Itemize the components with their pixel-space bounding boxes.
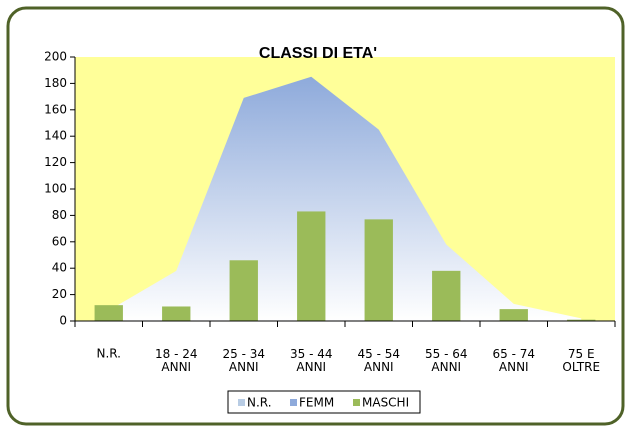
y-tick-label: 200 — [44, 50, 67, 64]
x-tick-label: 65 - 74 ANNI — [493, 347, 536, 374]
x-tick-label: 35 - 44 ANNI — [290, 347, 333, 374]
y-tick-label: 120 — [44, 155, 67, 169]
bar — [364, 219, 393, 321]
bar — [432, 270, 461, 321]
bar — [94, 305, 123, 321]
bar — [162, 306, 191, 321]
legend — [227, 390, 421, 414]
legend-swatch — [353, 399, 360, 406]
y-tick-label: 180 — [44, 76, 67, 90]
y-tick-label: 100 — [44, 182, 67, 196]
chart-title: CLASSI DI ETA' — [259, 45, 377, 62]
y-tick-label: 40 — [52, 261, 67, 275]
y-tick-label: 60 — [52, 234, 67, 248]
y-tick-label: 160 — [44, 102, 67, 116]
bar — [229, 260, 258, 321]
legend-swatch — [238, 399, 245, 406]
area — [108, 76, 582, 321]
y-tick-label: 20 — [52, 287, 67, 301]
y-tick-label: 140 — [44, 129, 67, 143]
x-tick-label: N.R. — [96, 347, 121, 361]
y-tick-label: 0 — [59, 314, 67, 328]
bar — [297, 211, 326, 321]
x-tick-label: 45 - 54 ANNI — [358, 347, 401, 374]
x-tick-label: 18 - 24 ANNI — [155, 347, 198, 374]
x-tick-label: 55 - 64 ANNI — [425, 347, 468, 374]
legend-label: FEMM — [299, 396, 334, 410]
y-tick-label: 80 — [52, 208, 67, 222]
legend-swatch — [290, 399, 297, 406]
bar — [499, 309, 528, 321]
bar — [567, 319, 596, 321]
legend-label: MASCHI — [362, 396, 409, 410]
legend-label: N.R. — [247, 396, 272, 410]
x-tick-label: 25 - 34 ANNI — [223, 347, 266, 374]
x-tick-label: 75 E OLTRE — [562, 347, 600, 374]
